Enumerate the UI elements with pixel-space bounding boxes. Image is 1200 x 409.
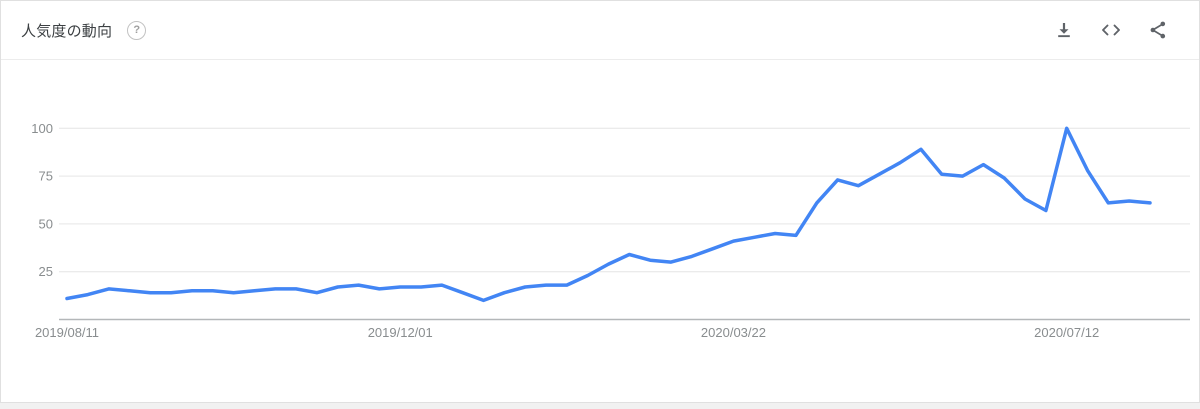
embed-button[interactable] [1097,17,1125,43]
share-button[interactable] [1145,17,1171,43]
download-button[interactable] [1051,17,1077,43]
trend-chart-canvas[interactable]: 25 50 75 100 2019/08/11 2019/12/01 2020/03/22 2… [1,61,1199,403]
header-actions [1051,17,1171,43]
embed-code-icon [1100,20,1122,40]
y-tick-label: 100 [31,121,53,136]
x-tick-label: 2020/03/22 [701,325,766,340]
trend-line[interactable] [65,126,1152,303]
x-tick-label: 2019/12/01 [368,325,433,340]
widget-header: 人気度の動向 ? [1,1,1199,60]
help-icon[interactable]: ? [127,20,147,40]
y-tick-label: 75 [39,169,53,184]
y-tick-label: 25 [39,264,53,279]
share-icon [1148,20,1168,40]
x-tick-label: 2019/08/11 [35,325,99,340]
y-tick-label: 50 [39,216,53,231]
download-icon [1054,20,1074,40]
x-tick-label: 2020/07/12 [1034,325,1099,340]
interest-over-time-chart: 25 50 75 100 2019/08/11 2019/12/01 2020/03/22 2… [1,61,1199,403]
page-title: 人気度の動向 [21,22,113,40]
